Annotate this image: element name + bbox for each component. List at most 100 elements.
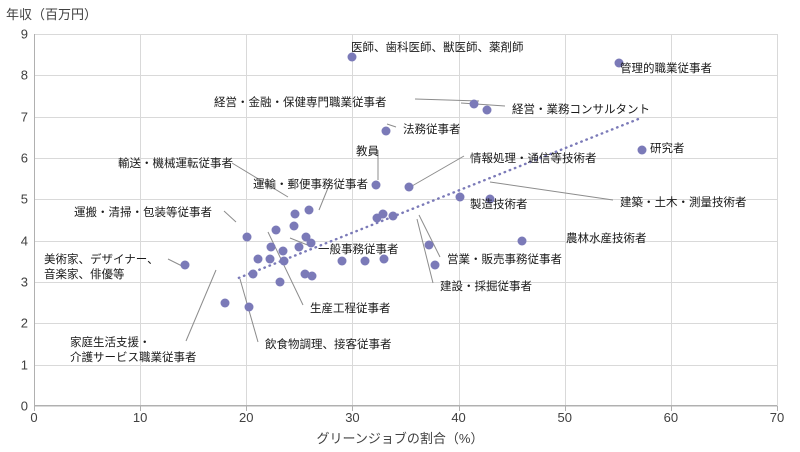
y-axis-title: 年収（百万円） <box>6 7 98 22</box>
x-tick-mark <box>34 406 35 411</box>
x-tick-label: 40 <box>451 410 466 425</box>
x-axis-line <box>34 405 777 406</box>
data-point[interactable] <box>637 145 647 155</box>
point-label-home-care: 家庭生活支援・ 介護サービス職業従事者 <box>70 337 197 364</box>
point-label-doctor: 医師、歯科医師、獣医師、薬剤師 <box>351 42 524 54</box>
gridline-vertical <box>140 34 142 406</box>
x-tick-label: 60 <box>663 410 679 425</box>
point-label-researcher: 研究者 <box>650 143 685 155</box>
gridline-horizontal <box>34 282 777 283</box>
y-axis-line <box>34 34 35 406</box>
point-label-mfg-engineer: 製造技術者 <box>470 199 528 211</box>
x-tick-mark <box>458 406 460 411</box>
point-label-manager: 管理的職業従事者 <box>620 63 712 75</box>
data-point[interactable] <box>271 225 281 235</box>
data-point[interactable] <box>265 254 275 264</box>
point-label-construction-survey: 建築・土木・測量技術者 <box>620 197 747 209</box>
data-point[interactable] <box>289 221 299 231</box>
point-label-food-service: 飲食物調理、接客従事者 <box>265 339 392 351</box>
data-point[interactable] <box>388 211 398 221</box>
gridline-vertical <box>458 34 460 406</box>
x-tick-mark <box>670 406 672 411</box>
x-tick-label: 0 <box>30 410 38 425</box>
point-label-construction-mining: 建設・採掘従事者 <box>440 281 532 293</box>
point-label-sales-clerk: 営業・販売事務従事者 <box>447 254 562 266</box>
gridline-horizontal <box>34 75 777 77</box>
x-tick-label: 70 <box>769 410 785 425</box>
point-label-finance-pro: 経営・金融・保健専門職業従事者 <box>214 97 387 109</box>
gridline-vertical <box>777 34 778 406</box>
data-point[interactable] <box>455 192 465 202</box>
data-point[interactable] <box>279 256 289 266</box>
data-point[interactable] <box>430 260 440 270</box>
x-axis-title: グリーンジョブの割合（%） <box>316 431 484 446</box>
data-point[interactable] <box>306 238 316 248</box>
data-point[interactable] <box>517 236 527 246</box>
data-point[interactable] <box>378 209 388 219</box>
data-point[interactable] <box>307 271 317 281</box>
gridline-horizontal <box>34 34 777 35</box>
data-point[interactable] <box>424 240 434 250</box>
gridline-horizontal <box>34 364 777 366</box>
data-point[interactable] <box>300 269 310 279</box>
data-point[interactable] <box>337 256 347 266</box>
data-point[interactable] <box>304 205 314 215</box>
data-point[interactable] <box>294 242 304 252</box>
point-label-transport-machine: 輸送・機械運転従事者 <box>118 158 233 170</box>
data-point[interactable] <box>244 302 254 312</box>
y-tick-label: 6 <box>20 150 28 166</box>
data-point[interactable] <box>404 182 414 192</box>
gridline-vertical <box>670 34 672 406</box>
x-tick-label: 50 <box>557 410 572 425</box>
data-point[interactable] <box>485 194 495 204</box>
y-tick-label: 4 <box>20 233 28 249</box>
data-point[interactable] <box>381 126 391 136</box>
data-point[interactable] <box>360 256 370 266</box>
y-tick-label: 2 <box>20 315 28 331</box>
point-label-artist: 美術家、デザイナー、 音楽家、俳優等 <box>44 254 159 281</box>
data-point[interactable] <box>180 260 190 270</box>
x-tick-label: 10 <box>132 410 148 425</box>
data-point[interactable] <box>347 52 357 62</box>
point-label-transport-cleaning: 運搬・清掃・包装等従事者 <box>74 207 212 219</box>
x-tick-mark <box>564 406 566 411</box>
y-tick-label: 7 <box>20 109 28 125</box>
data-point[interactable] <box>469 99 479 109</box>
data-point[interactable] <box>301 232 311 242</box>
gridline-vertical <box>564 34 566 406</box>
x-tick-mark <box>777 406 778 411</box>
data-point[interactable] <box>372 213 382 223</box>
data-point[interactable] <box>482 105 492 115</box>
gridline-horizontal <box>34 406 777 407</box>
y-tick-label: 3 <box>20 274 28 290</box>
x-tick-label: 20 <box>239 410 254 425</box>
data-point[interactable] <box>614 58 624 68</box>
data-point[interactable] <box>278 246 288 256</box>
y-tick-label: 8 <box>20 67 28 83</box>
y-tick-label: 1 <box>20 357 28 373</box>
data-point[interactable] <box>248 269 258 279</box>
point-label-consultant: 経営・業務コンサルタント <box>512 104 650 116</box>
x-tick-mark <box>352 406 354 411</box>
gridline-horizontal <box>34 116 777 118</box>
data-point[interactable] <box>266 242 276 252</box>
data-point[interactable] <box>379 254 389 264</box>
gridline-horizontal <box>34 240 777 242</box>
point-label-it-engineer: 情報処理・通信等技術者 <box>470 153 597 165</box>
point-label-postal-clerk: 運輸・郵便事務従事者 <box>253 179 368 191</box>
data-point[interactable] <box>220 298 230 308</box>
data-point[interactable] <box>275 277 285 287</box>
gridline-vertical <box>246 34 248 406</box>
data-point[interactable] <box>371 180 381 190</box>
data-point[interactable] <box>253 254 263 264</box>
point-label-teacher: 教員 <box>356 146 379 158</box>
x-tick-mark <box>140 406 142 411</box>
data-point[interactable] <box>242 232 252 242</box>
gridline-horizontal <box>34 323 777 325</box>
data-point[interactable] <box>290 209 300 219</box>
point-label-agri-forestry: 農林水産技術者 <box>566 233 647 245</box>
y-tick-label: 9 <box>20 26 28 42</box>
point-label-legal: 法務従事者 <box>403 124 461 136</box>
y-tick-label: 0 <box>20 398 28 414</box>
